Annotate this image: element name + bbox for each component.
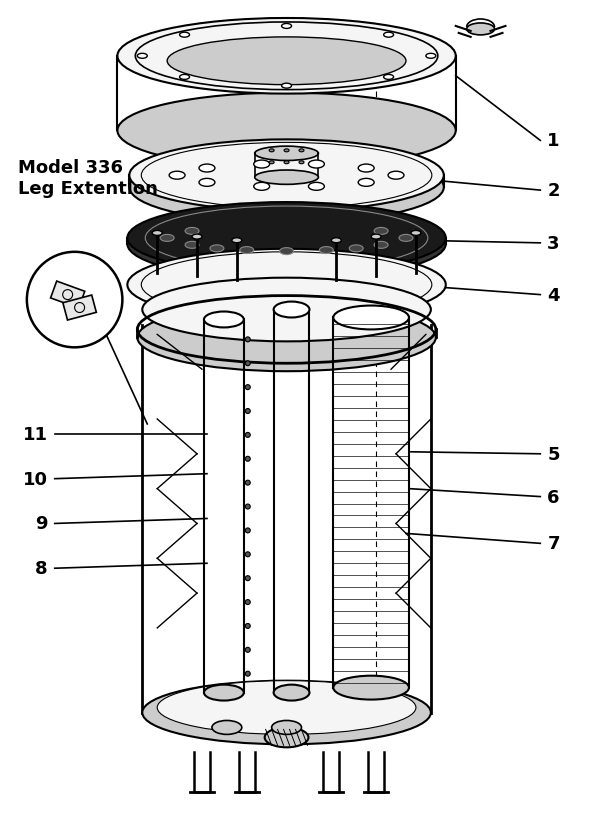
Circle shape <box>27 253 122 348</box>
Ellipse shape <box>319 248 334 254</box>
Ellipse shape <box>284 161 289 165</box>
Ellipse shape <box>199 165 215 173</box>
Text: 9: 9 <box>35 515 48 532</box>
Text: 10: 10 <box>23 470 48 488</box>
Ellipse shape <box>179 33 190 38</box>
Ellipse shape <box>204 312 244 328</box>
Ellipse shape <box>118 94 456 169</box>
Ellipse shape <box>281 84 292 89</box>
Ellipse shape <box>374 242 388 249</box>
Ellipse shape <box>245 647 250 652</box>
Ellipse shape <box>245 504 250 509</box>
Ellipse shape <box>245 599 250 604</box>
Ellipse shape <box>245 480 250 485</box>
Ellipse shape <box>265 728 308 748</box>
Ellipse shape <box>199 179 215 187</box>
Ellipse shape <box>245 552 250 557</box>
Polygon shape <box>63 296 97 320</box>
Ellipse shape <box>127 203 446 274</box>
Ellipse shape <box>255 147 319 161</box>
Text: 11: 11 <box>23 426 48 443</box>
Ellipse shape <box>245 385 250 390</box>
Ellipse shape <box>274 685 310 700</box>
Text: 8: 8 <box>35 560 48 577</box>
Ellipse shape <box>383 33 394 38</box>
Ellipse shape <box>331 238 341 243</box>
Ellipse shape <box>167 38 406 85</box>
Ellipse shape <box>399 235 413 242</box>
Ellipse shape <box>141 143 432 209</box>
Ellipse shape <box>411 231 421 236</box>
Ellipse shape <box>284 150 289 152</box>
Ellipse shape <box>137 55 147 60</box>
Ellipse shape <box>254 183 269 191</box>
Ellipse shape <box>245 409 250 414</box>
Ellipse shape <box>245 433 250 438</box>
Ellipse shape <box>192 235 202 240</box>
Ellipse shape <box>299 150 304 152</box>
Ellipse shape <box>358 179 374 187</box>
Ellipse shape <box>232 238 242 243</box>
Ellipse shape <box>280 248 293 255</box>
Ellipse shape <box>467 24 494 36</box>
Ellipse shape <box>349 246 363 253</box>
Ellipse shape <box>334 306 409 330</box>
Ellipse shape <box>388 172 404 180</box>
Text: 3: 3 <box>547 234 560 253</box>
Ellipse shape <box>118 19 456 94</box>
Ellipse shape <box>308 161 325 169</box>
Ellipse shape <box>179 75 190 80</box>
Text: 5: 5 <box>547 445 560 463</box>
Ellipse shape <box>127 209 446 281</box>
Text: 6: 6 <box>547 488 560 506</box>
Ellipse shape <box>308 183 325 191</box>
Ellipse shape <box>130 152 444 224</box>
Ellipse shape <box>245 338 250 343</box>
Ellipse shape <box>334 676 409 700</box>
Ellipse shape <box>383 75 394 80</box>
Polygon shape <box>50 282 85 309</box>
Ellipse shape <box>142 681 431 744</box>
Ellipse shape <box>299 161 304 165</box>
Ellipse shape <box>212 720 242 734</box>
Ellipse shape <box>254 161 269 169</box>
Ellipse shape <box>281 24 292 29</box>
Ellipse shape <box>141 253 432 318</box>
Ellipse shape <box>145 207 428 271</box>
Ellipse shape <box>185 229 199 235</box>
Ellipse shape <box>142 278 431 342</box>
Ellipse shape <box>245 361 250 366</box>
Ellipse shape <box>245 672 250 676</box>
Ellipse shape <box>169 172 185 180</box>
Ellipse shape <box>137 304 436 372</box>
Text: Model 336
Leg Extention: Model 336 Leg Extention <box>17 159 158 198</box>
Ellipse shape <box>272 720 301 734</box>
Ellipse shape <box>245 457 250 462</box>
Ellipse shape <box>374 229 388 235</box>
Ellipse shape <box>130 140 444 212</box>
Ellipse shape <box>269 161 274 165</box>
Ellipse shape <box>240 248 254 254</box>
Ellipse shape <box>204 685 244 700</box>
Ellipse shape <box>426 55 436 60</box>
Ellipse shape <box>245 623 250 628</box>
Ellipse shape <box>185 242 199 249</box>
Text: 2: 2 <box>547 182 560 200</box>
Text: 1: 1 <box>547 132 560 150</box>
Text: 4: 4 <box>547 286 560 304</box>
Ellipse shape <box>160 235 174 242</box>
Ellipse shape <box>371 235 381 240</box>
Ellipse shape <box>210 246 224 253</box>
Ellipse shape <box>358 165 374 173</box>
Ellipse shape <box>157 681 416 734</box>
Ellipse shape <box>245 528 250 533</box>
Text: 7: 7 <box>547 535 560 552</box>
Ellipse shape <box>245 576 250 581</box>
Ellipse shape <box>152 231 162 236</box>
Ellipse shape <box>269 150 274 152</box>
Ellipse shape <box>136 23 438 90</box>
Ellipse shape <box>274 302 310 318</box>
Ellipse shape <box>255 171 319 185</box>
Ellipse shape <box>127 249 446 321</box>
